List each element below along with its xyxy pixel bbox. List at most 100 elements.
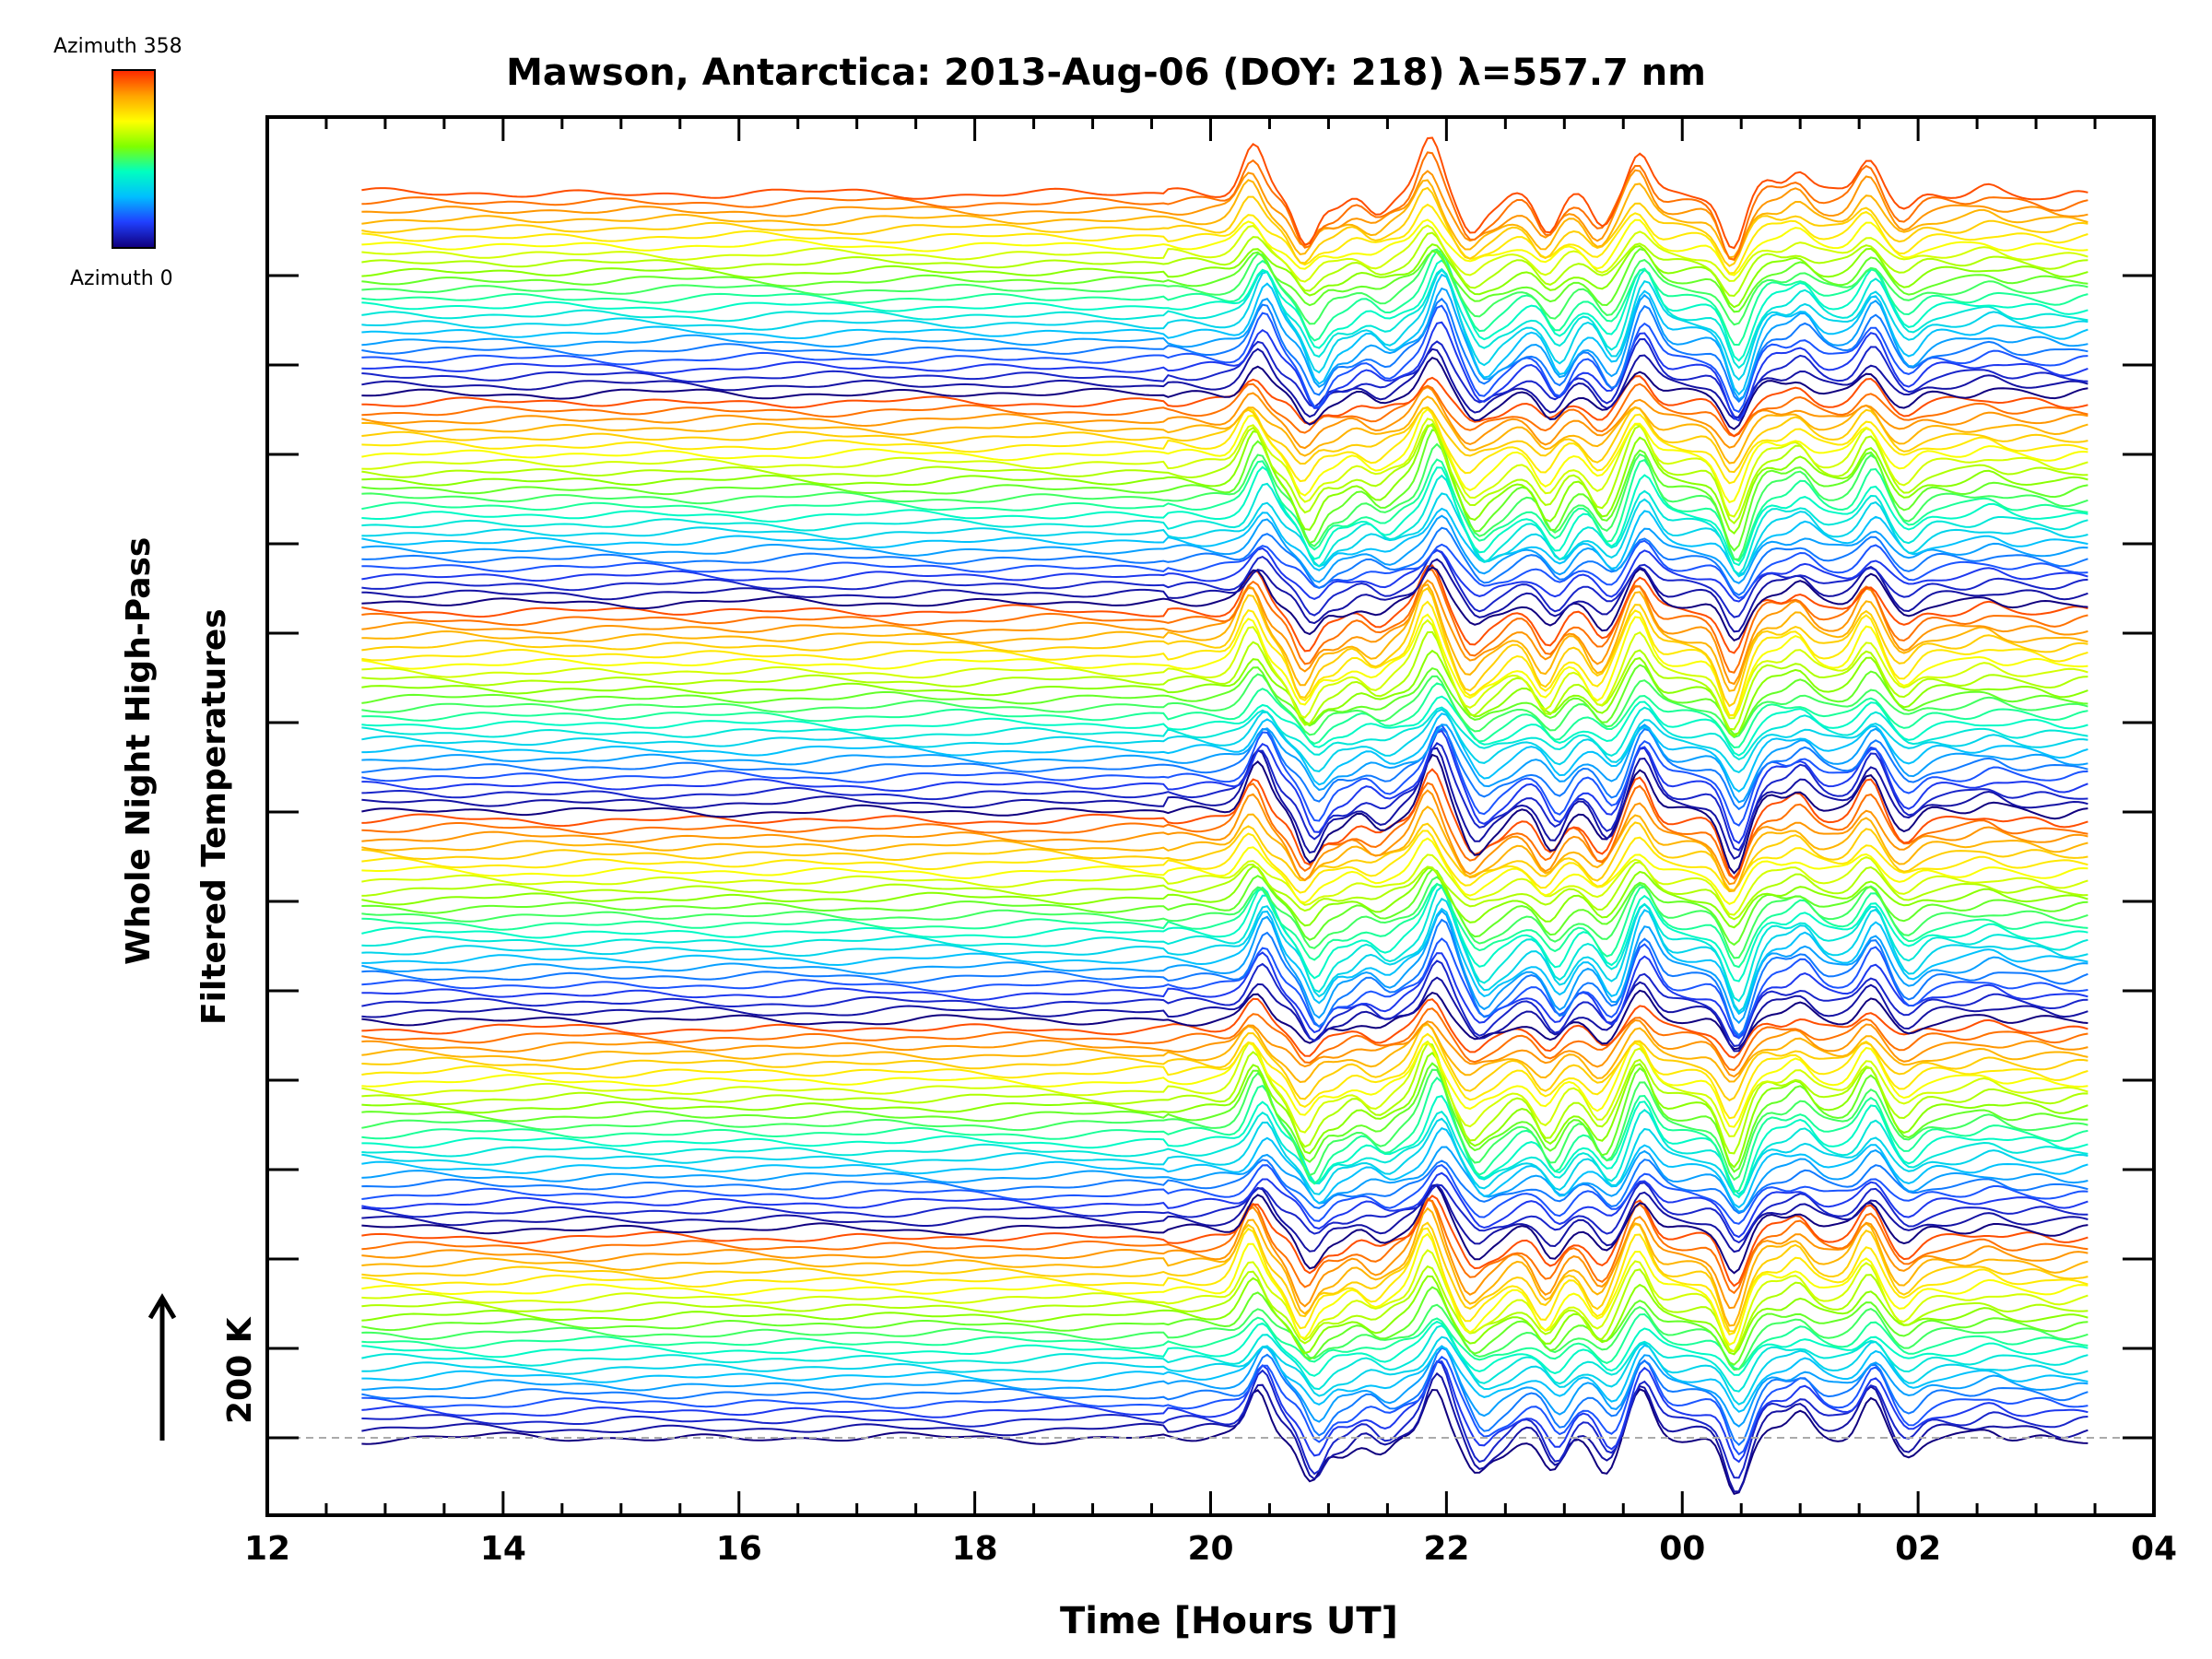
x-tick-label: 00: [1659, 1530, 1706, 1568]
temperature-trace: [361, 385, 2088, 450]
temperature-trace: [361, 729, 2088, 844]
temperature-trace: [361, 406, 2088, 474]
tick-group: [265, 117, 2156, 1515]
temperature-trace: [361, 268, 2088, 382]
temperature-trace: [361, 865, 2088, 929]
temperature-trace: [361, 959, 2088, 1047]
temperature-trace: [361, 1249, 2088, 1353]
temperature-trace: [361, 989, 2088, 1051]
temperature-trace: [361, 1388, 2088, 1495]
temperature-trace: [361, 997, 2088, 1059]
temperature-trace: [361, 853, 2088, 916]
temperature-trace: [361, 1312, 2088, 1371]
temperature-trace: [361, 897, 2088, 1013]
temperature-trace: [361, 407, 2088, 504]
temperature-trace: [361, 1077, 2088, 1194]
y-axis-label-line-2: Filtered Temperatures: [195, 608, 233, 1025]
temperature-trace: [361, 1040, 2088, 1137]
temperature-trace: [361, 375, 2088, 438]
temperature-trace: [361, 418, 2088, 518]
temperature-trace: [361, 406, 2088, 485]
temperature-trace: [361, 539, 2088, 600]
temperature-trace: [361, 203, 2088, 275]
temperature-trace: [361, 618, 2088, 720]
temperature-trace: [361, 883, 2088, 982]
temperature-trace: [361, 1206, 2088, 1327]
temperature-trace: [361, 885, 2088, 1003]
temperature-trace: [361, 907, 2088, 1016]
temperature-trace: [361, 882, 2088, 969]
temperature-trace: [361, 1109, 2088, 1195]
temperature-trace: [361, 248, 2088, 313]
temperature-trace: [361, 708, 2088, 774]
temperature-trace: [361, 287, 2088, 401]
temperature-trace: [361, 1183, 2088, 1253]
temperature-trace: [361, 1345, 2088, 1428]
x-axis-label: Time [Hours UT]: [1060, 1600, 1398, 1642]
x-tick-label: 16: [715, 1530, 762, 1568]
temperature-trace: [361, 382, 2088, 438]
temperature-trace: [361, 613, 2088, 717]
temperature-trace: [361, 1227, 2088, 1335]
x-tick-label: 12: [243, 1530, 291, 1568]
temperature-trace: [361, 136, 2088, 250]
temperature-trace: [361, 1359, 2088, 1479]
temperature-trace: [361, 1007, 2088, 1072]
colorbar-bottom-label: Azimuth 0: [70, 267, 173, 290]
temperature-trace: [361, 1275, 2088, 1356]
temperature-trace: [361, 1182, 2088, 1244]
temperature-trace: [361, 582, 2088, 692]
temperature-trace: [361, 347, 2088, 420]
temperature-trace: [361, 357, 2088, 430]
temperature-trace: [361, 837, 2088, 905]
temperature-trace: [361, 1324, 2088, 1393]
temperature-trace: [361, 1347, 2088, 1446]
temperature-trace: [361, 337, 2088, 419]
temperature-trace: [361, 1171, 2088, 1239]
temperature-trace: [361, 1286, 2088, 1366]
temperature-trace: [361, 224, 2088, 283]
x-tick-label: 20: [1187, 1530, 1234, 1568]
temperature-trace: [361, 724, 2088, 827]
temperature-trace: [361, 169, 2088, 262]
scale-arrow: [147, 1293, 177, 1441]
temperature-trace: [361, 1040, 2088, 1128]
temperature-trace: [361, 547, 2088, 603]
temperature-trace: [361, 1095, 2088, 1199]
temperature-trace: [361, 1163, 2088, 1225]
temperature-trace: [361, 1159, 2088, 1215]
temperature-trace: [361, 514, 2088, 584]
temperature-trace: [361, 465, 2088, 567]
temperature-trace: [361, 321, 2088, 422]
temperature-trace: [361, 1018, 2088, 1078]
temperature-trace: [361, 586, 2088, 708]
chart-title: Mawson, Antarctica: 2013-Aug-06 (DOY: 21…: [506, 52, 1706, 94]
temperature-trace: [361, 976, 2088, 1053]
x-tick-label: 04: [2130, 1530, 2178, 1568]
temperature-trace: [361, 1052, 2088, 1169]
temperature-trace: [361, 179, 2088, 259]
temperature-trace: [361, 1023, 2088, 1101]
temperature-trace: [361, 937, 2088, 1040]
temperature-trace: [361, 1041, 2088, 1155]
temperature-trace: [361, 1199, 2088, 1295]
temperature-trace: [361, 569, 2088, 674]
temperature-trace: [361, 151, 2088, 261]
temperature-trace: [361, 458, 2088, 562]
temperature-trace: [361, 259, 2088, 362]
temperature-trace: [361, 1194, 2088, 1288]
temperature-trace: [361, 248, 2088, 326]
temperature-trace: [361, 951, 2088, 1040]
temperature-trace: [361, 821, 2088, 891]
temperature-trace: [361, 1320, 2088, 1377]
temperature-trace: [361, 1344, 2088, 1413]
temperature-trace: [361, 861, 2088, 921]
temperature-trace: [361, 186, 2088, 267]
temperature-trace: [361, 1068, 2088, 1182]
temperature-trace: [361, 564, 2088, 654]
temperature-trace: [361, 566, 2088, 641]
colorbar: [112, 69, 156, 249]
temperature-trace: [361, 548, 2088, 618]
temperature-trace: [361, 422, 2088, 535]
temperature-trace: [361, 526, 2088, 596]
